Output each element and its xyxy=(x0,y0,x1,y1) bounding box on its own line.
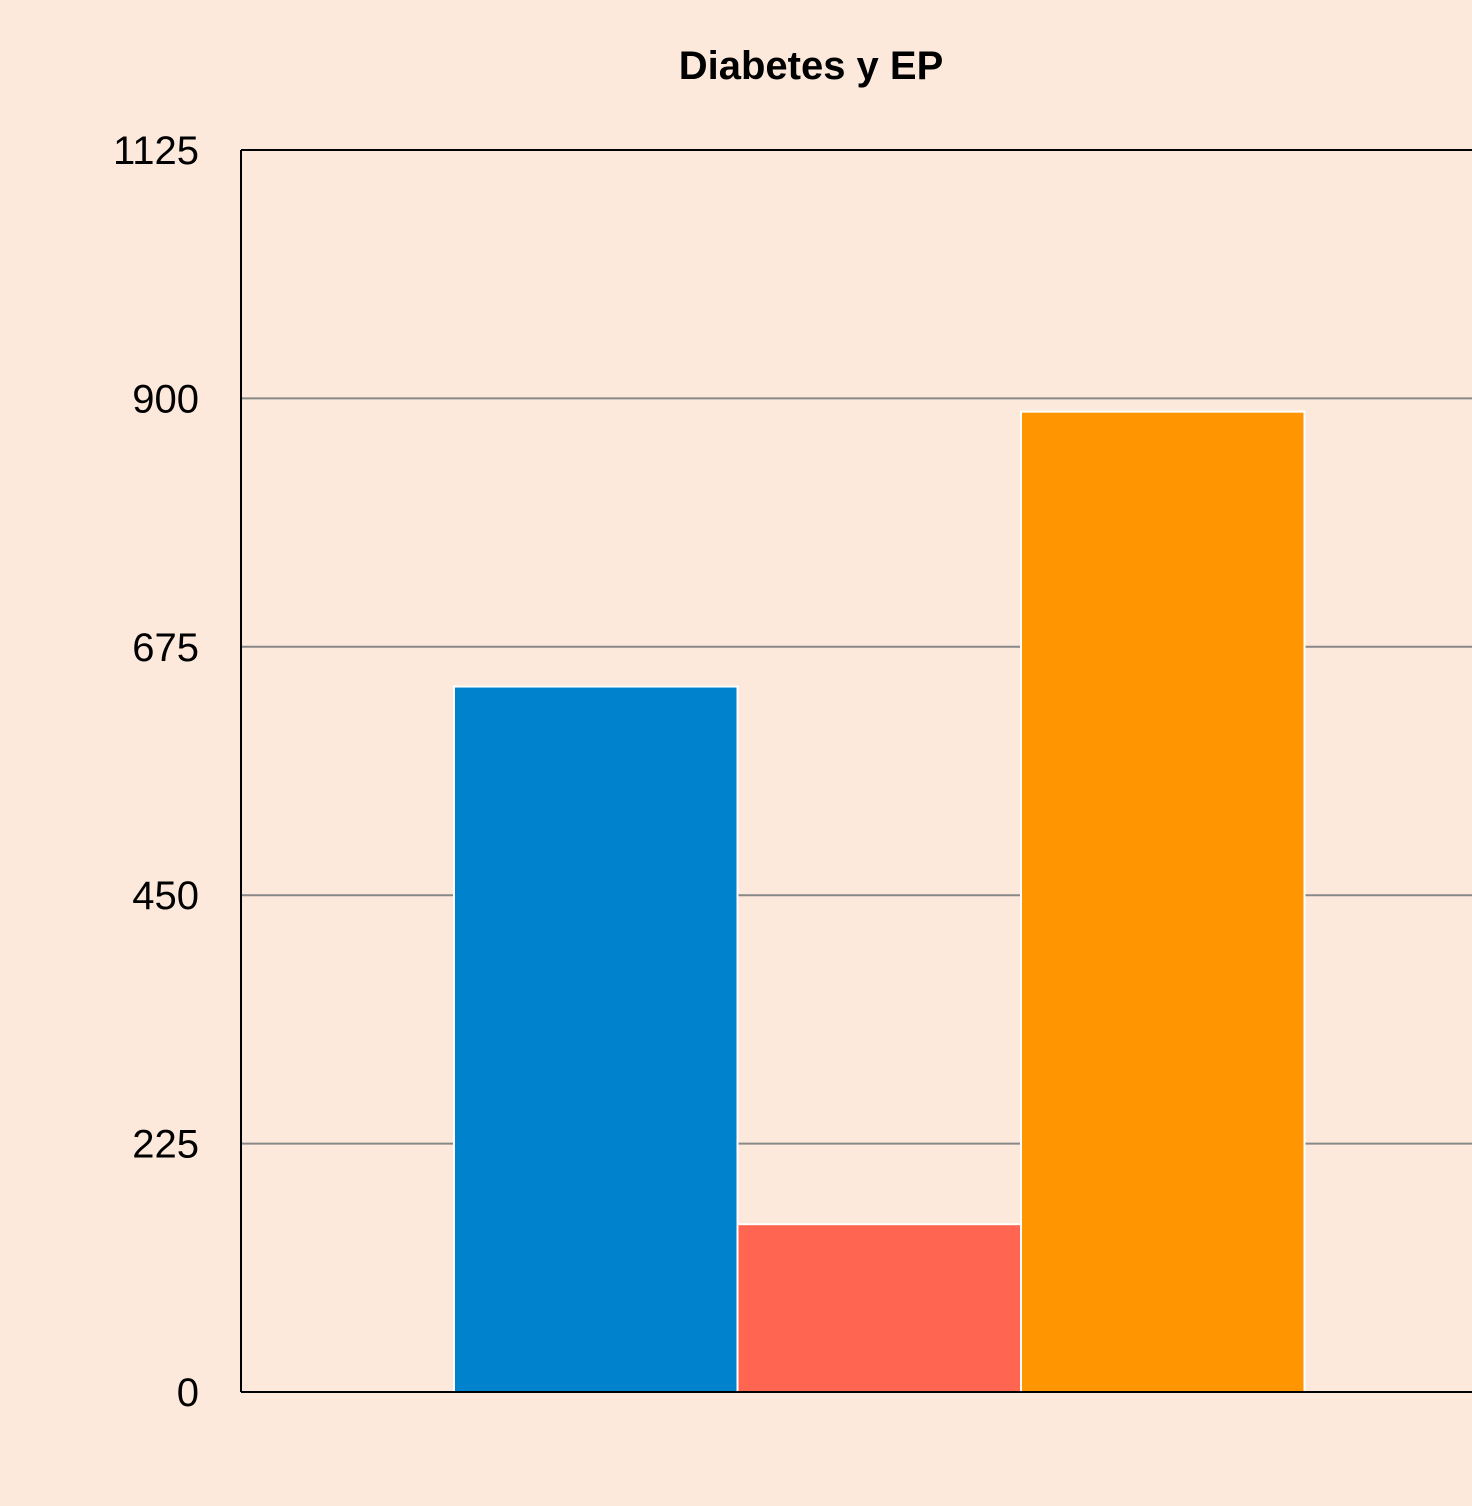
bars xyxy=(453,410,1306,1394)
y-tick-label: 900 xyxy=(132,377,199,421)
y-tick-label: 450 xyxy=(132,874,199,918)
chart-title: Diabetes y EP xyxy=(679,44,944,88)
bar-series-2 xyxy=(736,1223,1022,1394)
y-tick-label: 225 xyxy=(132,1123,199,1167)
bar-series-3 xyxy=(1020,410,1306,1393)
y-tick-labels: 0 225 450 675 900 1125 xyxy=(113,129,199,1415)
y-tick-label: 675 xyxy=(132,626,199,670)
y-tick-label: 1125 xyxy=(113,129,199,173)
axes xyxy=(240,149,1472,1393)
y-tick-label: 0 xyxy=(177,1371,199,1415)
bar-series-1 xyxy=(453,685,739,1393)
